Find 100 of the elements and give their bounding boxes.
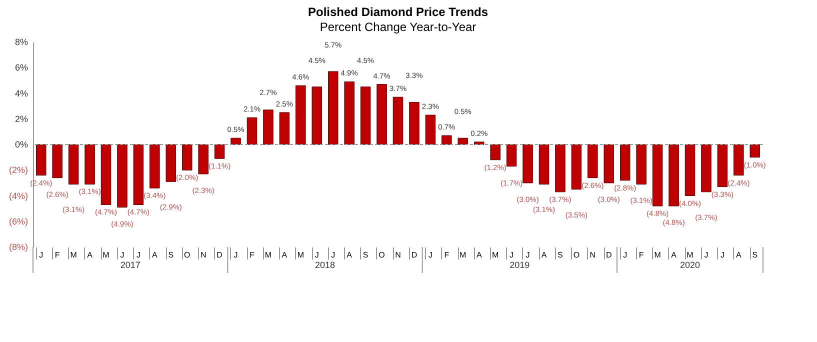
bar (588, 144, 598, 178)
x-tick-label: J (526, 250, 530, 260)
bar (717, 144, 728, 188)
x-tick-label: O (184, 250, 190, 260)
y-tick-label: (8%) (8, 242, 28, 252)
x-tick-label: J (314, 250, 319, 260)
x-tick-label: S (752, 250, 758, 260)
bar (117, 144, 128, 208)
text: 2020 (680, 260, 700, 270)
x-tick-label: D (411, 250, 418, 260)
bar (701, 144, 712, 192)
bar (182, 144, 192, 170)
bar (296, 85, 306, 145)
bar (409, 102, 420, 145)
bar (425, 114, 436, 145)
text: 2018 (314, 260, 336, 270)
chart-subtitle: Percent Change Year-to-Year (320, 20, 476, 34)
x-tick-label: D (606, 250, 612, 260)
x-tick-label: J (704, 250, 708, 260)
bar (150, 144, 160, 188)
bar (620, 144, 630, 181)
x-tick-label: S (362, 250, 368, 260)
x-tick-label: A (736, 250, 742, 260)
bar (84, 144, 95, 184)
x-tick-label: N (590, 250, 596, 260)
x-tick-label: M (297, 250, 304, 260)
bar (750, 144, 760, 158)
bar (506, 144, 517, 167)
x-tick-label: M (492, 250, 499, 260)
x-tick-label: A (346, 250, 353, 260)
x-tick-label: O (378, 250, 385, 260)
x-tick-label: J (136, 250, 140, 260)
bar (68, 144, 79, 184)
bar (328, 71, 338, 145)
x-tick-label: F (444, 250, 450, 260)
bar (442, 135, 452, 145)
bar (538, 144, 550, 184)
x-tick-label: J (331, 250, 336, 260)
y-tick-label: 0% (14, 140, 28, 150)
x-tick-label: M (460, 250, 467, 260)
bar (376, 84, 387, 145)
bar (392, 96, 404, 145)
bar (52, 144, 62, 178)
y-tick-label: (2%) (8, 165, 28, 176)
x-tick-label: M (686, 250, 694, 260)
bar (246, 117, 258, 145)
x-tick-label: M (654, 250, 662, 260)
x-tick-label: A (282, 250, 288, 260)
bar (652, 144, 663, 206)
bar (474, 142, 484, 145)
y-tick-label: 4% (14, 88, 28, 98)
x-tick-label: S (168, 250, 174, 260)
bar (490, 144, 500, 160)
x-tick-label: A (476, 250, 482, 260)
bar (133, 144, 144, 205)
y-tick-label: 8% (14, 37, 28, 47)
x-tick-label: J (39, 250, 44, 260)
x-tick-label: F (250, 250, 255, 260)
bar (734, 144, 744, 176)
bar (263, 110, 274, 145)
bar (458, 138, 468, 145)
bar (636, 144, 646, 184)
bar (522, 144, 533, 184)
bar (555, 144, 566, 192)
x-tick-label: A (541, 250, 548, 260)
text: 2017 (120, 260, 140, 270)
bar (571, 144, 582, 190)
bar (279, 112, 290, 145)
bar (230, 138, 241, 145)
y-tick-label: 2% (14, 114, 28, 124)
x-tick-label: J (428, 250, 432, 260)
bar (166, 144, 176, 182)
y-tick-label: (4%) (8, 190, 28, 201)
x-tick-label: S (558, 250, 563, 260)
x-tick-label: J (120, 250, 124, 260)
bar (360, 86, 371, 145)
bar (344, 81, 354, 145)
x-tick-label: F (54, 250, 60, 260)
x-tick-label: J (623, 250, 628, 260)
x-tick-label: O (573, 250, 580, 260)
x-tick-label: F (638, 250, 644, 260)
bar (100, 144, 112, 205)
bar (198, 144, 208, 174)
x-tick-label: A (671, 250, 678, 260)
y-tick-label: (6%) (8, 216, 28, 226)
bar (668, 144, 679, 206)
x-tick-label: N (395, 250, 402, 260)
x-tick-label: M (102, 250, 110, 260)
y-tick-label: 6% (14, 62, 28, 73)
chart-title: Polished Diamond Price Trends (308, 5, 488, 19)
bar (604, 144, 614, 184)
bar (684, 144, 696, 196)
x-tick-label: A (152, 250, 158, 260)
x-tick-label: J (720, 250, 724, 260)
x-tick-label: A (87, 250, 94, 260)
x-tick-label: J (234, 250, 238, 260)
x-tick-label: N (200, 250, 206, 260)
x-tick-label: M (264, 250, 272, 260)
bar (312, 86, 322, 145)
bar (36, 144, 46, 176)
